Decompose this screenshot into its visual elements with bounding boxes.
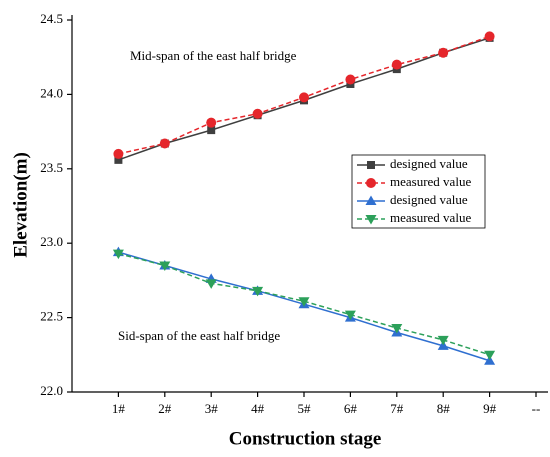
x-tick-label: 1#: [112, 401, 126, 416]
legend-label: measured value: [390, 210, 471, 225]
x-tick-label: 8#: [437, 401, 451, 416]
x-tick-label: 4#: [251, 401, 265, 416]
marker: [298, 297, 310, 307]
marker: [114, 155, 123, 164]
marker: [207, 126, 216, 135]
x-tick-label: 3#: [205, 401, 219, 416]
x-tick-label: 2#: [158, 401, 172, 416]
x-tick-label: 9#: [483, 401, 497, 416]
x-tick-label: 7#: [390, 401, 404, 416]
legend-label: designed value: [390, 156, 468, 171]
marker: [365, 215, 377, 225]
marker: [438, 47, 449, 58]
annotation: Sid-span of the east half bridge: [118, 328, 280, 343]
marker: [113, 148, 124, 159]
marker: [367, 161, 375, 169]
y-tick-label: 23.5: [40, 160, 63, 175]
y-axis-label: Elevation(m): [10, 152, 31, 258]
marker: [252, 108, 263, 119]
marker: [252, 286, 264, 297]
marker: [437, 335, 449, 346]
marker: [344, 310, 356, 321]
marker: [159, 138, 170, 149]
legend-label: measured value: [390, 174, 471, 189]
y-tick-label: 24.0: [40, 85, 63, 100]
marker: [366, 178, 376, 188]
x-tick-label: 6#: [344, 401, 358, 416]
x-tick-label: 5#: [298, 401, 312, 416]
y-tick-label: 22.0: [40, 383, 63, 398]
marker: [345, 74, 356, 85]
marker: [112, 249, 124, 260]
marker: [206, 117, 217, 128]
marker: [159, 261, 171, 272]
x-axis-label: Construction stage: [229, 428, 382, 449]
y-tick-label: 24.5: [40, 11, 63, 26]
annotation: Mid-span of the east half bridge: [130, 48, 297, 63]
legend-label: designed value: [390, 192, 468, 207]
marker: [484, 31, 495, 42]
marker: [205, 279, 217, 289]
marker: [365, 195, 377, 205]
y-tick-label: 22.5: [40, 309, 63, 324]
marker: [391, 59, 402, 70]
marker: [299, 92, 309, 103]
marker: [391, 324, 403, 334]
y-tick-label: 23.0: [40, 234, 63, 249]
x-tick-label: --: [532, 401, 541, 416]
marker: [484, 350, 496, 361]
